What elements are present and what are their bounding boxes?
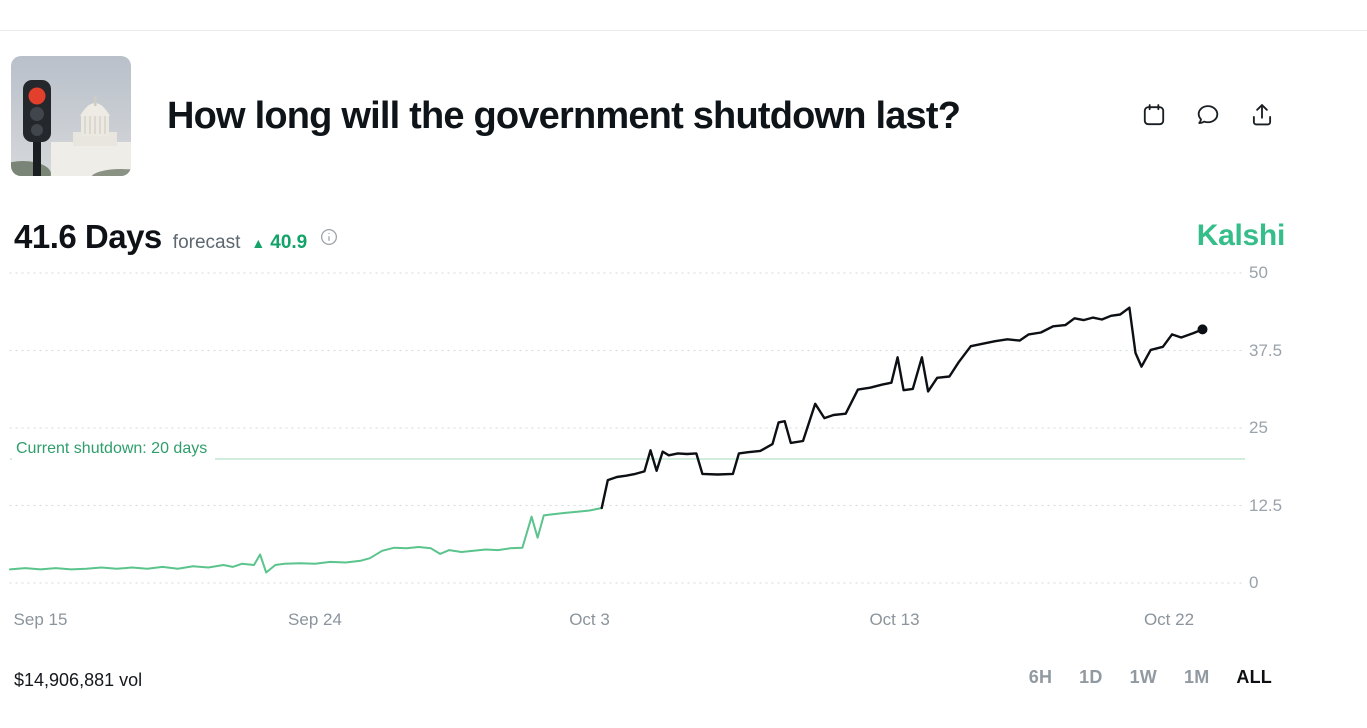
y-tick-label: 0 — [1249, 573, 1259, 592]
market-thumbnail — [11, 56, 131, 176]
y-tick-label: 25 — [1249, 418, 1268, 437]
delta-up-arrow: ▲ — [251, 235, 266, 251]
range-button-6h[interactable]: 6H — [1028, 667, 1053, 687]
x-tick-label: Sep 15 — [13, 610, 68, 629]
time-range-selector: 6H 1D 1W 1M ALL — [1029, 667, 1272, 688]
forecast-label: forecast — [172, 232, 241, 253]
y-tick-label: 37.5 — [1249, 340, 1283, 360]
x-tick-label: Oct 13 — [869, 610, 920, 629]
share-button[interactable] — [1249, 102, 1275, 128]
range-button-1m[interactable]: 1M — [1184, 667, 1210, 687]
x-tick-label: Oct 22 — [1143, 610, 1195, 629]
chart-svg[interactable] — [0, 265, 1245, 595]
header-actions — [1141, 102, 1275, 128]
share-icon — [1252, 104, 1272, 126]
comments-button[interactable] — [1195, 102, 1221, 128]
y-tick-label: 50 — [1249, 263, 1268, 282]
x-tick-label: Oct 3 — [569, 610, 610, 629]
capitol-traffic-light-image — [11, 56, 131, 176]
range-button-1w[interactable]: 1W — [1129, 667, 1157, 687]
x-axis-labels: Sep 15 Sep 24 Oct 3 Oct 13 Oct 22 — [0, 610, 1245, 634]
forecast-value: 41.6 Days — [14, 218, 162, 255]
forecast-delta: ▲ 40.9 — [251, 232, 307, 254]
current-shutdown-label: Current shutdown: 20 days — [12, 438, 216, 460]
range-button-all[interactable]: ALL — [1236, 667, 1272, 687]
x-tick-label: Sep 24 — [288, 610, 342, 629]
info-icon[interactable] — [320, 228, 338, 246]
delta-value: 40.9 — [270, 232, 308, 253]
volume-label: $14,906,881 vol — [14, 670, 143, 690]
y-tick-label: 12.5 — [1249, 495, 1283, 515]
market-title: How long will the government shutdown la… — [167, 95, 961, 137]
y-axis-labels: 0 12.5 25 37.5 50 — [1249, 263, 1319, 595]
calendar-icon — [1143, 104, 1165, 126]
top-divider — [0, 30, 1367, 31]
forecast-chart[interactable]: Current shutdown: 20 days — [0, 265, 1245, 595]
kalshi-logo: Kalshi — [1196, 219, 1286, 252]
range-button-1d[interactable]: 1D — [1079, 667, 1103, 687]
calendar-button[interactable] — [1141, 102, 1167, 128]
comment-icon — [1197, 105, 1219, 124]
forecast-row: 41.6 Days forecast ▲ 40.9 — [14, 218, 338, 256]
